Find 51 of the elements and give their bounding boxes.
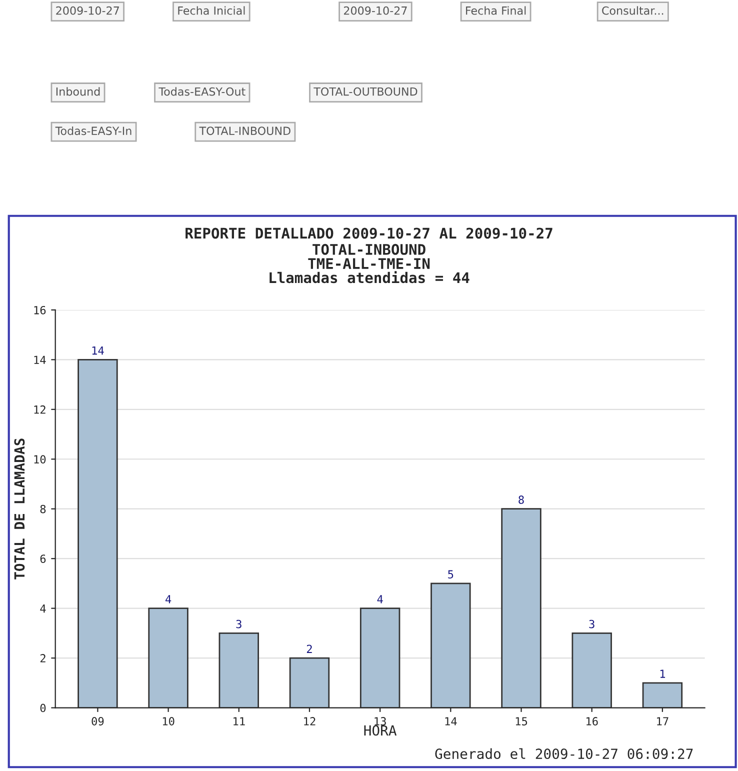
bar bbox=[148, 608, 188, 708]
data-label: 5 bbox=[448, 570, 454, 579]
text: Generado el 2009-10-27 06:09:27 bbox=[435, 748, 693, 760]
x-tick-label: 11 bbox=[234, 717, 245, 726]
bar bbox=[360, 608, 400, 708]
x-tick-label: 09 bbox=[92, 717, 104, 726]
x-tick-label: 13 bbox=[374, 717, 386, 726]
data-label: 8 bbox=[518, 496, 524, 504]
text: 2009-10-27 bbox=[56, 6, 119, 15]
text: 2009-10-27 bbox=[344, 6, 407, 15]
text: Consultar... bbox=[602, 6, 664, 15]
bar bbox=[642, 682, 683, 708]
text: Inbound bbox=[56, 87, 100, 96]
data-label: 4 bbox=[377, 595, 383, 604]
x-tick-label: 12 bbox=[304, 717, 316, 726]
bar bbox=[501, 508, 542, 708]
data-label: 3 bbox=[236, 620, 242, 628]
bar bbox=[572, 632, 612, 708]
bar bbox=[430, 582, 471, 708]
y-tick-label: 8 bbox=[40, 504, 46, 514]
x-tick-label: 10 bbox=[162, 717, 174, 726]
data-label: 14 bbox=[92, 346, 104, 355]
data-label: 4 bbox=[166, 595, 172, 604]
y-tick-label: 10 bbox=[34, 455, 46, 464]
y-tick-label: 4 bbox=[40, 604, 46, 613]
y-tick-label: 0 bbox=[40, 704, 46, 712]
data-label: 2 bbox=[306, 644, 312, 653]
text: TOTAL-INBOUND bbox=[199, 126, 290, 136]
x-axis-title: HORA bbox=[364, 725, 397, 736]
y-tick-label: 14 bbox=[34, 356, 46, 364]
y-tick-label: 6 bbox=[40, 554, 46, 563]
text: Todas-EASY-In bbox=[55, 126, 132, 136]
y-tick-label: 16 bbox=[34, 306, 46, 314]
x-tick-label: 17 bbox=[657, 717, 668, 726]
x-tick-label: 16 bbox=[586, 717, 598, 726]
data-label: 3 bbox=[589, 620, 594, 628]
x-tick-label: 15 bbox=[516, 717, 528, 726]
x-tick-label: 14 bbox=[445, 717, 457, 726]
y-tick-label: 12 bbox=[34, 405, 46, 414]
y-axis-title: TOTAL DE LLAMADAS bbox=[14, 438, 25, 580]
bar bbox=[289, 657, 330, 708]
text: Todas-EASY-Out bbox=[158, 87, 246, 96]
chart-title: REPORTE DETALLADO 2009-10-27 AL 2009-10-27 bbox=[186, 228, 552, 239]
text: Fecha Inicial bbox=[178, 6, 245, 15]
bar bbox=[78, 358, 118, 708]
text: TOTAL-OUTBOUND bbox=[314, 87, 418, 96]
chart-subtitle: TOTAL-INBOUND TME-ALL-TME-IN Llamadas atendidas = 44 bbox=[270, 244, 470, 284]
bar bbox=[218, 632, 259, 708]
y-tick-label: 2 bbox=[40, 654, 46, 662]
data-label: 1 bbox=[660, 670, 666, 678]
text: Fecha Final bbox=[466, 6, 526, 15]
